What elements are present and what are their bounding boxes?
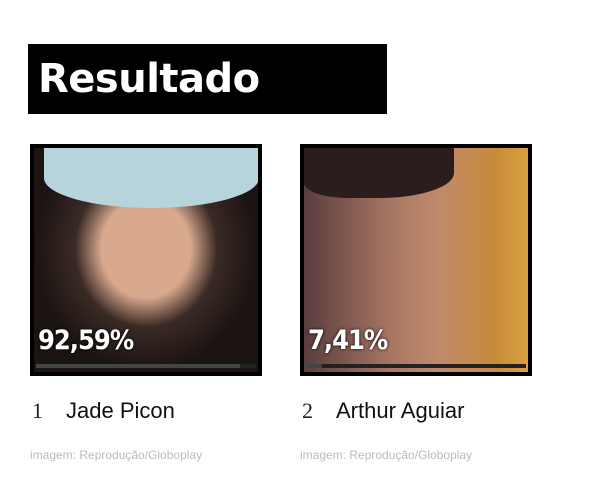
rank: 2 <box>302 398 313 423</box>
progress-fill <box>36 364 240 368</box>
progress-bar <box>36 364 256 368</box>
candidate-card[interactable]: 92,59% 1 Jade Picon imagem: Reprodução/G… <box>30 144 262 462</box>
percent-label: 92,59% <box>38 325 134 356</box>
image-credit: imagem: Reprodução/Globoplay <box>300 448 473 462</box>
percent-label: 7,41% <box>308 325 388 356</box>
candidate-name: Arthur Aguiar <box>336 398 465 423</box>
candidate-card[interactable]: 7,41% 2 Arthur Aguiar imagem: Reprodução… <box>300 144 532 462</box>
photo-detail <box>304 148 454 198</box>
candidate-name: Jade Picon <box>66 398 175 423</box>
candidate-photo: 7,41% <box>300 144 532 376</box>
candidate-photo: 92,59% <box>30 144 262 376</box>
photo-detail <box>44 148 258 208</box>
image-credit: imagem: Reprodução/Globoplay <box>30 448 203 462</box>
rank: 1 <box>32 398 43 423</box>
progress-fill <box>306 364 323 368</box>
progress-bar <box>306 364 526 368</box>
page-title: Resultado parcial <box>28 44 387 172</box>
